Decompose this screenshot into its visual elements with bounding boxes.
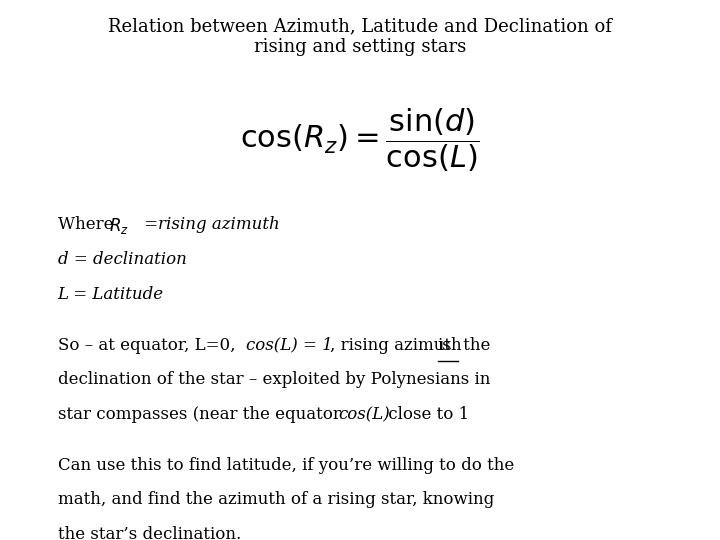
- Text: =: =: [139, 217, 163, 233]
- Text: L = Latitude: L = Latitude: [58, 286, 163, 303]
- Text: Where: Where: [58, 217, 118, 233]
- Text: rising and setting stars: rising and setting stars: [254, 38, 466, 56]
- Text: the star’s declination.: the star’s declination.: [58, 526, 241, 540]
- Text: $\cos(R_z) = \dfrac{\sin(d)}{\cos(L)}$: $\cos(R_z) = \dfrac{\sin(d)}{\cos(L)}$: [240, 107, 480, 174]
- Text: , rising azimuth: , rising azimuth: [330, 336, 467, 354]
- Text: cos(L) = 1: cos(L) = 1: [246, 336, 333, 354]
- Text: d = declination: d = declination: [58, 251, 186, 268]
- Text: $R_z$: $R_z$: [109, 217, 130, 237]
- Text: declination of the star – exploited by Polynesians in: declination of the star – exploited by P…: [58, 372, 490, 388]
- Text: So – at equator, L=0,: So – at equator, L=0,: [58, 336, 240, 354]
- Text: cos(L): cos(L): [338, 406, 390, 423]
- Text: rising azimuth: rising azimuth: [158, 217, 280, 233]
- Text: Relation between Azimuth, Latitude and Declination of: Relation between Azimuth, Latitude and D…: [108, 18, 612, 36]
- Text: Can use this to find latitude, if you’re willing to do the: Can use this to find latitude, if you’re…: [58, 457, 514, 474]
- Text: the: the: [458, 336, 490, 354]
- Text: math, and find the azimuth of a rising star, knowing: math, and find the azimuth of a rising s…: [58, 491, 494, 509]
- Text: star compasses (near the equator: star compasses (near the equator: [58, 406, 346, 423]
- Text: close to 1: close to 1: [383, 406, 469, 423]
- Text: is: is: [438, 336, 451, 354]
